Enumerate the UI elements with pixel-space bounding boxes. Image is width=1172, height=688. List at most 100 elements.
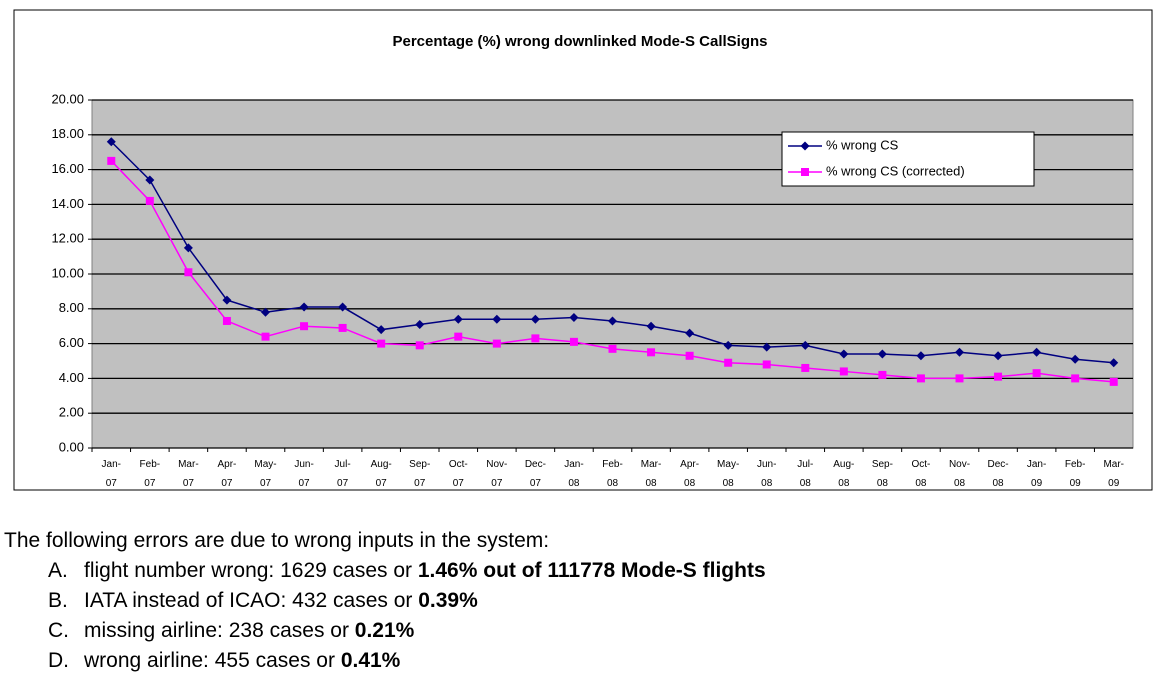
legend-marker	[800, 141, 810, 151]
data-point	[184, 268, 193, 277]
x-tick-label: Feb-08	[602, 459, 623, 489]
data-point	[376, 325, 386, 335]
data-point	[724, 358, 733, 367]
data-point	[647, 348, 656, 357]
x-tick-label: Mar-09	[1103, 459, 1124, 489]
x-tick-label: Nov-07	[486, 459, 507, 489]
note-item: A. flight number wrong: 1629 cases or 1.4…	[4, 556, 766, 586]
legend-label: % wrong CS	[826, 137, 899, 152]
x-tick-label: Jun-08	[757, 459, 776, 489]
data-point	[415, 319, 425, 329]
data-point	[839, 367, 848, 376]
data-point	[261, 332, 270, 341]
note-text: missing airline: 238 cases or	[84, 619, 355, 642]
x-tick-label: Aug-07	[371, 459, 392, 489]
chart-title: Percentage (%) wrong downlinked Mode-S C…	[392, 33, 767, 50]
data-point	[916, 374, 925, 383]
data-point	[800, 340, 810, 350]
data-point	[877, 349, 887, 359]
data-point	[338, 323, 347, 332]
x-tick-label: Aug-08	[833, 459, 854, 489]
data-point	[685, 328, 695, 338]
x-tick-label: Sep-08	[872, 459, 893, 489]
y-tick-label: 12.00	[51, 231, 84, 246]
data-point	[1032, 347, 1042, 357]
note-text: IATA instead of ICAO: 432 cases or	[84, 589, 419, 612]
data-point	[839, 349, 849, 359]
data-point	[300, 322, 309, 331]
data-point	[569, 337, 578, 346]
note-item: B. IATA instead of ICAO: 432 cases or 0.3…	[4, 586, 766, 616]
legend-box	[781, 131, 1035, 187]
note-marker: B.	[48, 589, 68, 612]
chart: Percentage (%) wrong downlinked Mode-S C…	[13, 9, 1153, 491]
x-tick-label: Sep-07	[409, 459, 430, 489]
legend-label: % wrong CS (corrected)	[826, 163, 965, 178]
y-tick-label: 0.00	[59, 439, 84, 454]
data-point	[569, 313, 579, 322]
x-tick-label: Mar-08	[641, 459, 662, 489]
data-point	[608, 344, 617, 353]
data-point	[492, 339, 501, 348]
data-point	[1109, 377, 1118, 386]
data-point	[107, 156, 116, 165]
notes-intro: The following errors are due to wrong in…	[4, 529, 550, 552]
x-tick-label: Jan-08	[564, 459, 583, 489]
data-point	[1070, 354, 1080, 364]
data-point	[454, 332, 463, 341]
x-tick-label: Feb-09	[1065, 459, 1086, 489]
data-point	[492, 314, 502, 324]
data-point	[608, 316, 617, 326]
data-point	[531, 334, 540, 343]
data-point	[801, 363, 810, 372]
x-tick-label: Apr-07	[217, 459, 236, 489]
note-bold: 0.39%	[418, 589, 478, 612]
y-tick-label: 2.00	[59, 405, 84, 420]
x-tick-label: Dec-08	[987, 459, 1008, 489]
data-point	[646, 321, 656, 331]
x-tick-label: Apr-08	[680, 459, 699, 489]
data-point	[1071, 374, 1080, 383]
note-marker: C.	[48, 619, 69, 642]
y-tick-label: 8.00	[59, 300, 84, 315]
data-point	[1109, 358, 1119, 368]
data-point	[994, 372, 1003, 381]
data-point	[261, 307, 270, 317]
data-point	[1032, 369, 1041, 378]
x-tick-label: Feb-07	[140, 459, 161, 489]
data-point	[145, 175, 155, 185]
x-tick-label: Jul-07	[335, 459, 351, 489]
data-point	[916, 351, 926, 361]
data-point	[762, 342, 772, 352]
note-marker: A.	[48, 559, 68, 582]
data-point	[955, 374, 964, 383]
x-tick-label: Jun-07	[294, 459, 313, 489]
x-tick-label: May-08	[717, 459, 739, 489]
x-tick-label: Dec-07	[525, 459, 546, 489]
data-point	[377, 339, 386, 348]
note-bold: 0.21%	[354, 619, 415, 642]
x-tick-label: Jan-07	[102, 459, 121, 489]
x-tick-label: Nov-08	[949, 459, 970, 489]
y-tick-label: 20.00	[51, 91, 84, 106]
x-tick-label: Oct-08	[911, 459, 930, 489]
note-bold: 0.41%	[340, 649, 401, 672]
y-tick-label: 6.00	[59, 335, 84, 350]
y-tick-label: 18.00	[51, 126, 84, 141]
y-tick-label: 14.00	[51, 196, 84, 211]
x-tick-label: May-07	[254, 459, 276, 489]
data-point	[723, 340, 733, 350]
data-point	[222, 295, 232, 305]
legend-marker	[801, 168, 809, 176]
x-tick-label: Mar-07	[178, 459, 199, 489]
note-item: D. wrong airline: 455 cases or 0.41%	[4, 646, 766, 676]
data-point	[685, 351, 694, 360]
x-tick-label: Jan-09	[1027, 459, 1046, 489]
data-point	[993, 351, 1003, 361]
data-point	[762, 360, 771, 369]
data-point	[878, 370, 887, 379]
data-point	[106, 137, 116, 147]
data-point	[453, 314, 463, 324]
data-point	[222, 316, 231, 325]
y-tick-label: 16.00	[51, 161, 84, 176]
